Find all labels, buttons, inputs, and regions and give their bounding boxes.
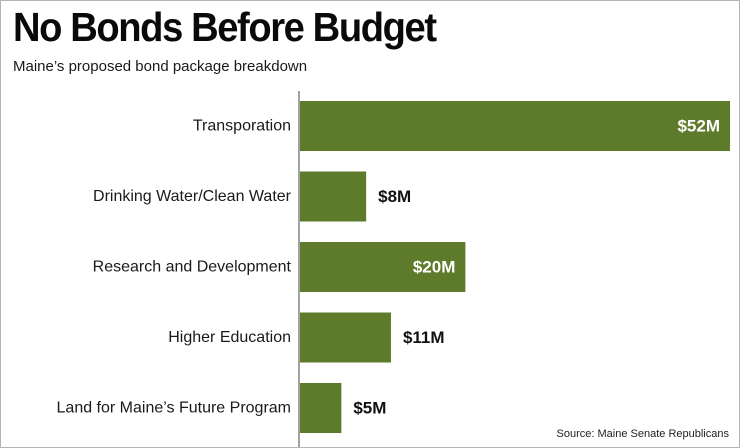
category-label: Land for Maine’s Future Program [57, 400, 291, 417]
category-label: Higher Education [168, 329, 291, 346]
bar [300, 171, 367, 222]
data-label: $8M [378, 187, 411, 206]
category-label: Research and Development [93, 259, 292, 276]
category-label: Transporation [193, 118, 291, 135]
chart-title: No Bonds Before Budget [13, 4, 437, 50]
bar [300, 242, 466, 292]
bar [300, 312, 391, 363]
bar [300, 101, 730, 151]
chart-subtitle: Maine’s proposed bond package breakdown [13, 58, 308, 75]
data-label: $11M [403, 328, 445, 347]
bar [300, 383, 342, 433]
category-label: Drinking Water/Clean Water [93, 188, 292, 205]
data-label: $52M [677, 117, 720, 136]
source-note: Source: Maine Senate Republicans [556, 428, 729, 440]
data-label: $5M [353, 399, 386, 418]
data-label: $20M [413, 258, 456, 277]
